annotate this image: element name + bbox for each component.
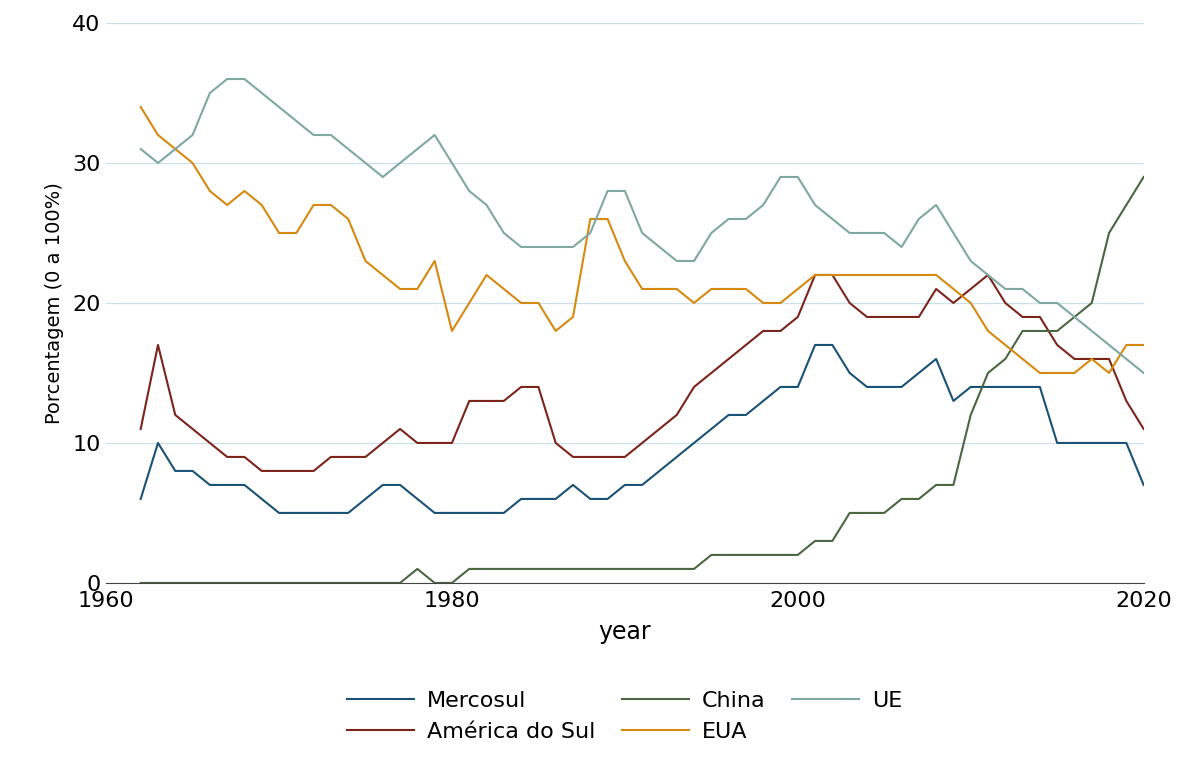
Line: UE: UE: [140, 79, 1144, 373]
UE: [410, 144, 424, 153]
China: [859, 509, 874, 518]
América do Sul: [307, 466, 321, 476]
EUA: [237, 186, 251, 196]
América do Sul: [410, 439, 424, 448]
EUA: [169, 144, 183, 153]
China: [237, 578, 251, 588]
Legend: Mercosul, América do Sul, China, EUA, UE: Mercosul, América do Sul, China, EUA, UE: [338, 682, 911, 751]
Mercosul: [169, 466, 183, 476]
UE: [133, 144, 147, 153]
UE: [169, 144, 183, 153]
EUA: [1137, 341, 1151, 350]
Mercosul: [1137, 480, 1151, 489]
EUA: [1033, 368, 1047, 377]
UE: [307, 130, 321, 140]
UE: [220, 74, 235, 84]
X-axis label: year: year: [599, 620, 651, 644]
Mercosul: [237, 480, 251, 489]
Y-axis label: Porcentagem (0 a 100%): Porcentagem (0 a 100%): [45, 182, 64, 424]
Mercosul: [808, 341, 822, 350]
América do Sul: [1137, 424, 1151, 433]
UE: [1137, 368, 1151, 377]
EUA: [652, 285, 666, 294]
Line: China: China: [140, 177, 1144, 583]
UE: [877, 229, 891, 238]
China: [652, 565, 666, 574]
Line: América do Sul: América do Sul: [140, 275, 1144, 471]
EUA: [393, 285, 407, 294]
América do Sul: [255, 466, 269, 476]
EUA: [289, 229, 303, 238]
Mercosul: [133, 494, 147, 503]
EUA: [133, 102, 147, 111]
China: [1137, 173, 1151, 182]
EUA: [859, 270, 874, 279]
Mercosul: [410, 494, 424, 503]
Mercosul: [670, 453, 684, 462]
Mercosul: [895, 382, 909, 391]
Line: EUA: EUA: [140, 107, 1144, 373]
América do Sul: [133, 424, 147, 433]
China: [133, 578, 147, 588]
UE: [255, 88, 269, 97]
América do Sul: [169, 410, 183, 420]
América do Sul: [670, 410, 684, 420]
Mercosul: [307, 509, 321, 518]
Line: Mercosul: Mercosul: [140, 345, 1144, 513]
América do Sul: [808, 270, 822, 279]
Mercosul: [272, 509, 286, 518]
China: [393, 578, 407, 588]
América do Sul: [237, 453, 251, 462]
China: [289, 578, 303, 588]
UE: [670, 256, 684, 265]
América do Sul: [895, 312, 909, 321]
China: [169, 578, 183, 588]
